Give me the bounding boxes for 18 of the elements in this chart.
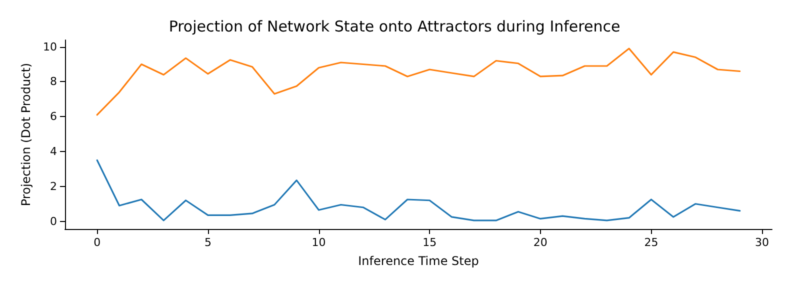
x-tick-label: 25 [644,236,658,249]
line-series [96,159,741,222]
y-tick-label: 10 [43,40,57,54]
x-tick-label: 30 [755,236,770,249]
x-tick-label: 15 [422,236,437,249]
x-tick-label: 20 [533,236,548,249]
x-tick-label: 5 [204,236,212,249]
line-series [96,48,741,116]
y-tick-label: 6 [50,110,57,124]
y-tick-label: 0 [50,214,57,228]
y-tick-label: 4 [50,145,57,158]
y-tick-label: 8 [50,75,57,88]
x-tick-label: 0 [94,236,101,249]
y-axis-title: Projection (Dot Product) [19,62,33,206]
x-tick-label: 10 [312,236,326,249]
y-tick-label: 2 [50,180,57,193]
chart-title: Projection of Network State onto Attractors during Inference [168,18,620,36]
x-axis-title: Inference Time Step [358,254,479,268]
